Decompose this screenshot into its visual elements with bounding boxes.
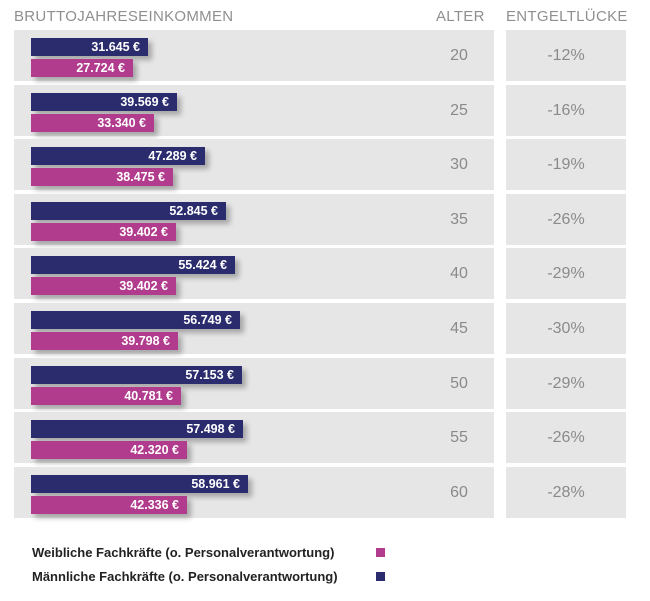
row-bg-age bbox=[424, 303, 494, 354]
data-label-male: 39.569 € bbox=[120, 95, 169, 109]
gap-label: -16% bbox=[547, 102, 585, 119]
age-label: 25 bbox=[450, 102, 468, 119]
data-label-male: 57.153 € bbox=[185, 368, 234, 382]
row-bg-gap bbox=[506, 139, 626, 190]
row-bg-gap bbox=[506, 358, 626, 409]
row-bg-gap bbox=[506, 30, 626, 81]
data-label-male: 47.289 € bbox=[148, 149, 197, 163]
data-label-female: 33.340 € bbox=[97, 116, 146, 130]
bar-female: 39.402 € bbox=[31, 277, 176, 295]
data-label-male: 57.498 € bbox=[186, 422, 235, 436]
bar-male: 58.961 € bbox=[31, 475, 248, 493]
age-label: 45 bbox=[450, 320, 468, 337]
row-bg-age bbox=[424, 412, 494, 463]
bar-female: 38.475 € bbox=[31, 168, 173, 186]
bar-female: 42.320 € bbox=[31, 441, 187, 459]
gap-label: -12% bbox=[547, 47, 585, 64]
legend-male-swatch bbox=[376, 572, 385, 581]
gap-label: -29% bbox=[547, 265, 585, 282]
data-label-female: 39.798 € bbox=[121, 334, 170, 348]
gap-label: -28% bbox=[547, 484, 585, 501]
age-label: 60 bbox=[450, 484, 468, 501]
legend-male-label: Männliche Fachkräfte (o. Personalverantw… bbox=[32, 569, 338, 584]
bar-male: 31.645 € bbox=[31, 38, 148, 56]
bar-female: 39.402 € bbox=[31, 223, 176, 241]
bar-female: 42.336 € bbox=[31, 496, 187, 514]
row-bg-age bbox=[424, 30, 494, 81]
bar-female: 39.798 € bbox=[31, 332, 178, 350]
gap-label: -26% bbox=[547, 429, 585, 446]
age-label: 40 bbox=[450, 265, 468, 282]
bar-male: 52.845 € bbox=[31, 202, 226, 220]
row-bg-gap bbox=[506, 303, 626, 354]
header-age: ALTER bbox=[436, 8, 485, 25]
data-label-female: 39.402 € bbox=[119, 279, 168, 293]
data-label-female: 39.402 € bbox=[119, 225, 168, 239]
age-label: 20 bbox=[450, 47, 468, 64]
age-label: 50 bbox=[450, 375, 468, 392]
header-income: BRUTTOJAHRESEINKOMMEN bbox=[14, 8, 234, 25]
data-label-female: 42.320 € bbox=[130, 443, 179, 457]
age-label: 35 bbox=[450, 211, 468, 228]
bar-male: 56.749 € bbox=[31, 311, 240, 329]
gap-label: -19% bbox=[547, 156, 585, 173]
bar-female: 33.340 € bbox=[31, 114, 154, 132]
bar-female: 40.781 € bbox=[31, 387, 181, 405]
row-bg-gap bbox=[506, 467, 626, 518]
bar-male: 47.289 € bbox=[31, 147, 205, 165]
row-bg-age bbox=[424, 194, 494, 245]
gap-label: -26% bbox=[547, 211, 585, 228]
header-gap: ENTGELTLÜCKE bbox=[506, 8, 628, 25]
legend-female-swatch bbox=[376, 548, 385, 557]
data-label-female: 42.336 € bbox=[130, 498, 179, 512]
bar-male: 55.424 € bbox=[31, 256, 235, 274]
row-bg-age bbox=[424, 248, 494, 299]
data-label-female: 40.781 € bbox=[124, 389, 173, 403]
data-label-male: 31.645 € bbox=[91, 40, 140, 54]
data-label-male: 56.749 € bbox=[183, 313, 232, 327]
row-bg-gap bbox=[506, 248, 626, 299]
data-label-female: 27.724 € bbox=[76, 61, 125, 75]
bar-female: 27.724 € bbox=[31, 59, 133, 77]
data-label-male: 52.845 € bbox=[169, 204, 218, 218]
bar-male: 57.498 € bbox=[31, 420, 243, 438]
bar-male: 39.569 € bbox=[31, 93, 177, 111]
data-label-female: 38.475 € bbox=[116, 170, 165, 184]
row-bg-gap bbox=[506, 194, 626, 245]
row-bg-age bbox=[424, 85, 494, 136]
row-bg-gap bbox=[506, 85, 626, 136]
gap-label: -29% bbox=[547, 375, 585, 392]
data-label-male: 55.424 € bbox=[178, 258, 227, 272]
age-label: 55 bbox=[450, 429, 468, 446]
row-bg-age bbox=[424, 358, 494, 409]
legend-female-label: Weibliche Fachkräfte (o. Personalverantw… bbox=[32, 545, 335, 560]
gap-label: -30% bbox=[547, 320, 585, 337]
row-bg-gap bbox=[506, 412, 626, 463]
age-label: 30 bbox=[450, 156, 468, 173]
bar-male: 57.153 € bbox=[31, 366, 242, 384]
row-bg-age bbox=[424, 467, 494, 518]
row-bg-age bbox=[424, 139, 494, 190]
data-label-male: 58.961 € bbox=[191, 477, 240, 491]
